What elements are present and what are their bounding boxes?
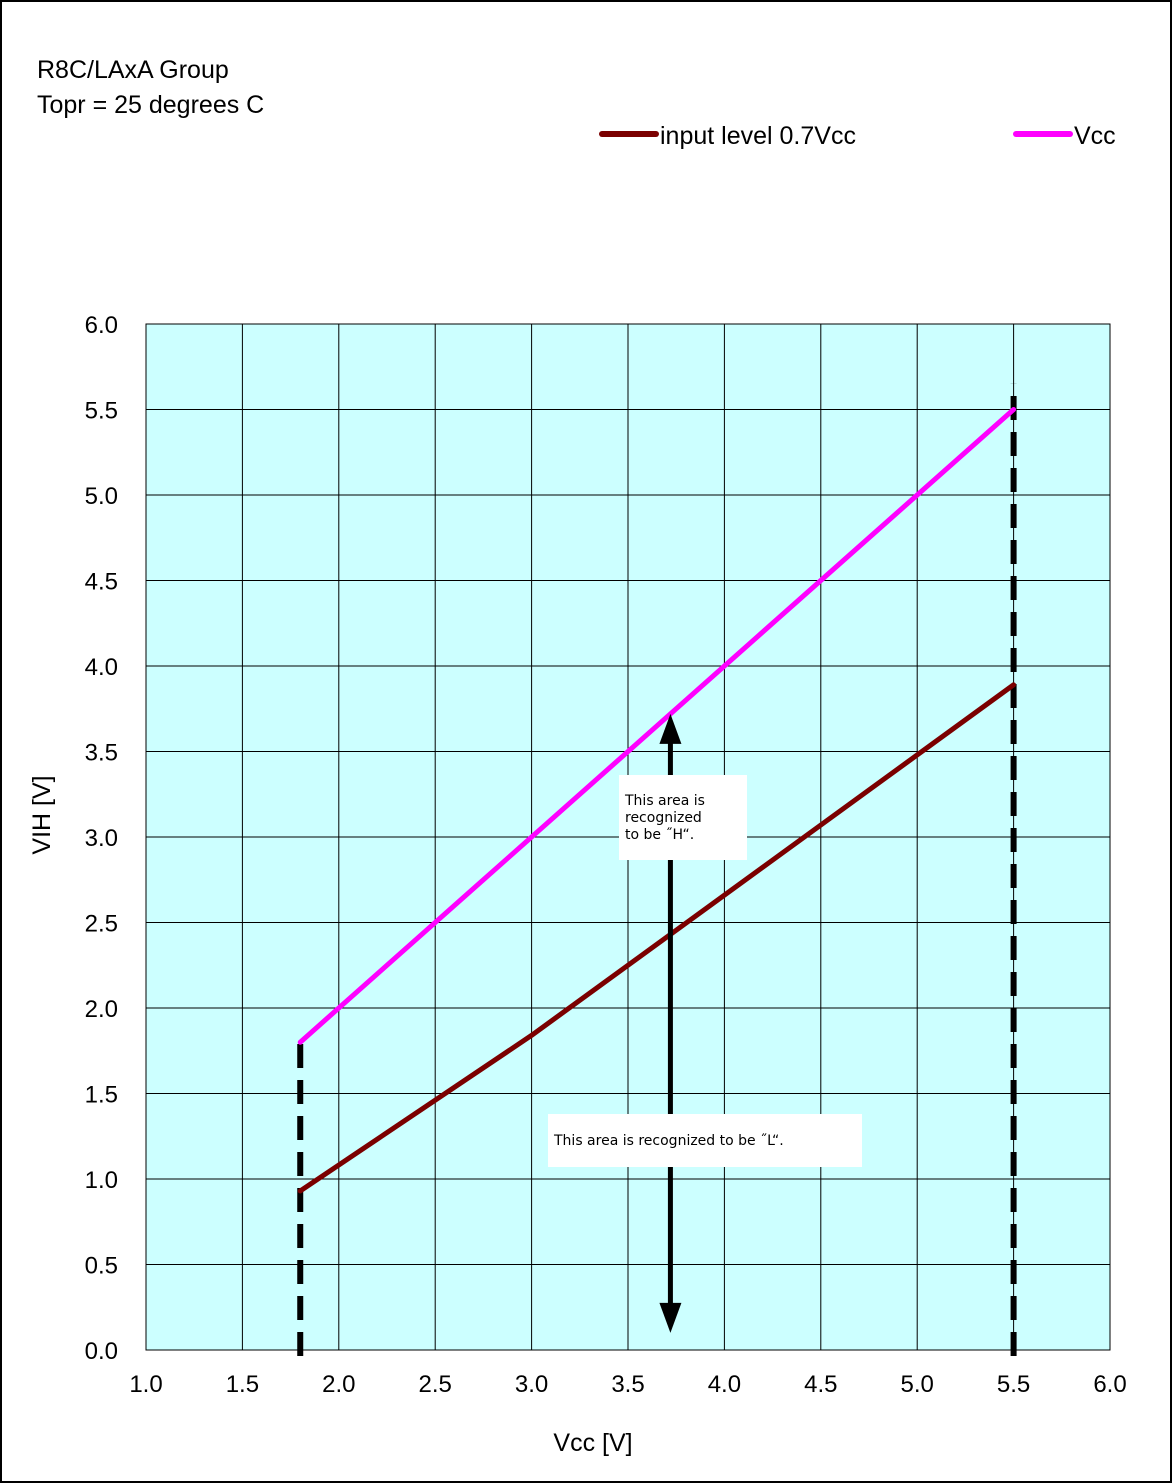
y-tick-label: 0.0 xyxy=(85,1338,118,1365)
x-tick-label: 6.0 xyxy=(1093,1371,1126,1398)
series-lines xyxy=(297,407,1017,1194)
header-line-2: Topr = 25 degrees C xyxy=(37,91,264,119)
y-tick-label: 3.5 xyxy=(85,740,118,767)
y-tick-label: 5.5 xyxy=(85,398,118,425)
annotation-text: to be ˝H“. xyxy=(625,827,694,843)
x-tick-label: 4.5 xyxy=(804,1371,837,1398)
y-tick-label: 4.5 xyxy=(85,569,118,596)
x-tick-labels: 1.0 1.5 2.0 2.5 3.0 3.5 4.0 4.5 5.0 5.5 6.0 xyxy=(129,1371,1126,1398)
x-tick-label: 1.5 xyxy=(226,1371,259,1398)
x-tick-label: 2.0 xyxy=(322,1371,355,1398)
x-tick-label: 2.5 xyxy=(419,1371,452,1398)
x-axis-title: Vcc [V] xyxy=(553,1429,632,1457)
arrow-head-up xyxy=(659,713,682,744)
legend: input level 0.7Vcc Vcc xyxy=(599,122,1116,150)
y-tick-label: 3.0 xyxy=(85,825,118,852)
x-tick-label: 5.0 xyxy=(901,1371,934,1398)
annotation-box-0 xyxy=(619,775,747,860)
y-tick-label: 4.0 xyxy=(85,654,118,681)
x-tick-label: 3.0 xyxy=(515,1371,548,1398)
y-tick-label: 1.5 xyxy=(85,1082,118,1109)
x-tick-label: 3.5 xyxy=(611,1371,644,1398)
y-tick-label: 5.0 xyxy=(85,483,118,510)
series-line-1 xyxy=(297,407,1017,1045)
legend-label-0: input level 0.7Vcc xyxy=(660,122,856,150)
plot-frame xyxy=(145,323,1111,1351)
y-tick-labels: 0.0 0.5 1.0 1.5 2.0 2.5 3.0 3.5 4.0 4.5 5.0 5.5 6.0 xyxy=(85,312,118,1365)
y-tick-label: 1.0 xyxy=(85,1167,118,1194)
reference-lines xyxy=(297,383,1017,1356)
series-line-0 xyxy=(297,682,1017,1194)
x-tick-label: 5.5 xyxy=(997,1371,1030,1398)
legend-label-1: Vcc xyxy=(1074,122,1116,150)
annotation-text: This area is xyxy=(624,793,705,809)
y-tick-label: 0.5 xyxy=(85,1253,118,1280)
x-tick-label: 4.0 xyxy=(708,1371,741,1398)
x-tick-label: 1.0 xyxy=(129,1371,162,1398)
annotation-box-1 xyxy=(548,1114,862,1167)
annotation-text: recognized xyxy=(625,810,702,826)
y-axis-title: VIH [V] xyxy=(28,775,56,854)
header-line-1: R8C/LAxA Group xyxy=(37,56,229,84)
y-tick-label: 6.0 xyxy=(85,312,118,339)
y-tick-label: 2.5 xyxy=(85,911,118,938)
annotation-text: This area is recognized to be ˝L“. xyxy=(553,1133,784,1149)
y-tick-label: 2.0 xyxy=(85,996,118,1023)
arrow-head-down xyxy=(659,1302,682,1333)
